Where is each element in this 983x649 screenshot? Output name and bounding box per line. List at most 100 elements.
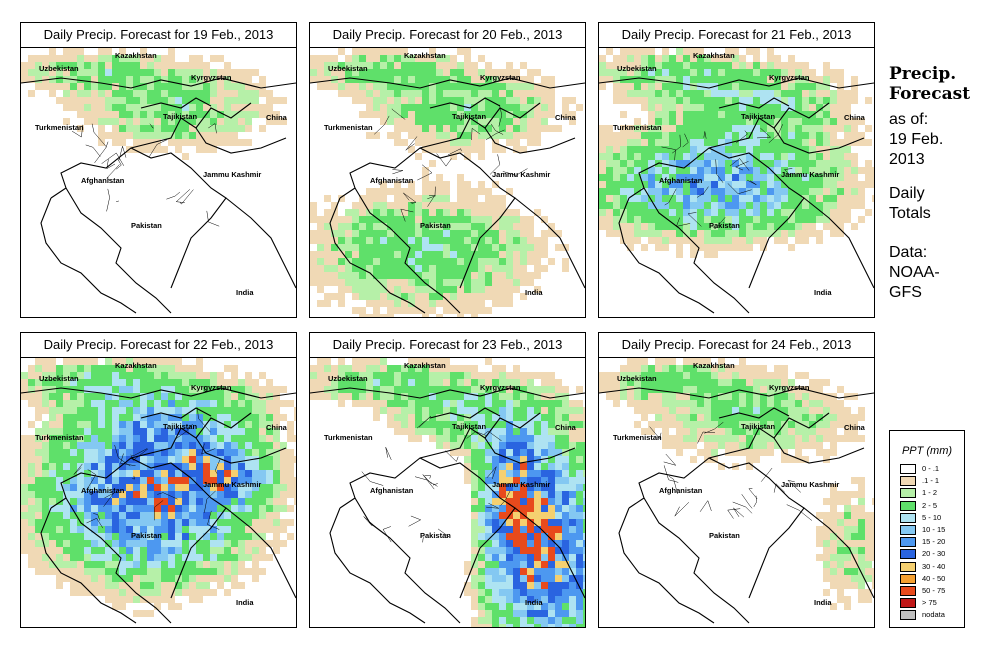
precip-cell <box>562 561 569 568</box>
precip-cell <box>126 491 133 498</box>
precip-cell <box>599 386 606 393</box>
precip-cell <box>168 568 175 575</box>
province-border <box>417 164 433 181</box>
precip-cell <box>781 153 788 160</box>
precip-cell <box>84 449 91 456</box>
precip-cell <box>830 111 837 118</box>
precip-cell <box>641 358 648 365</box>
precip-cell <box>830 435 837 442</box>
precip-cell <box>84 568 91 575</box>
precip-cell <box>718 97 725 104</box>
precip-cell <box>429 379 436 386</box>
precip-cell <box>119 589 126 596</box>
forecast-panel-2: Daily Precip. Forecast for 20 Feb., 2013… <box>309 22 586 318</box>
precip-cell <box>91 491 98 498</box>
precip-cell <box>485 372 492 379</box>
precip-cell <box>352 223 359 230</box>
precip-cell <box>168 132 175 139</box>
precip-cell <box>499 547 506 554</box>
precip-cell <box>210 132 217 139</box>
precip-cell <box>266 456 273 463</box>
precip-cell <box>105 519 112 526</box>
precip-cell <box>802 111 809 118</box>
precip-cell <box>280 477 287 484</box>
precip-cell <box>450 428 457 435</box>
country-label: Tajikistan <box>452 422 487 431</box>
precip-cell <box>506 286 513 293</box>
precip-cell <box>471 90 478 97</box>
precip-cell <box>471 293 478 300</box>
precip-cell <box>98 526 105 533</box>
precip-cell <box>802 69 809 76</box>
precip-cell <box>84 118 91 125</box>
precip-cell <box>331 279 338 286</box>
precip-cell <box>725 365 732 372</box>
precip-cell <box>231 561 238 568</box>
precip-cell <box>669 83 676 90</box>
precip-cell <box>387 421 394 428</box>
precip-cell <box>676 48 683 55</box>
precip-cell <box>753 118 760 125</box>
precip-cell <box>373 83 380 90</box>
precip-cell <box>63 414 70 421</box>
precip-cell <box>471 456 478 463</box>
precip-cell <box>189 526 196 533</box>
precip-cell <box>189 55 196 62</box>
precip-cell <box>478 393 485 400</box>
precip-cell <box>809 69 816 76</box>
precip-cell <box>70 400 77 407</box>
precip-cell <box>387 244 394 251</box>
precip-cell <box>548 547 555 554</box>
precip-cell <box>676 372 683 379</box>
precip-cell <box>471 400 478 407</box>
precip-cell <box>760 188 767 195</box>
precip-cell <box>252 477 259 484</box>
precip-cell <box>324 216 331 223</box>
precip-cell <box>599 76 606 83</box>
precip-cell <box>366 83 373 90</box>
precip-cell <box>576 414 583 421</box>
precip-cell <box>56 519 63 526</box>
precip-cell <box>753 146 760 153</box>
precip-cell <box>809 181 816 188</box>
precip-cell <box>478 90 485 97</box>
precip-cell <box>506 428 513 435</box>
precip-cell <box>464 111 471 118</box>
precip-cell <box>562 244 569 251</box>
precip-cell <box>641 216 648 223</box>
province-border <box>382 526 392 543</box>
precip-cell <box>175 561 182 568</box>
precip-cell <box>42 407 49 414</box>
precip-cell <box>471 76 478 83</box>
precip-cell <box>485 533 492 540</box>
precip-cell <box>746 160 753 167</box>
precip-cell <box>56 484 63 491</box>
precip-cell <box>816 118 823 125</box>
precip-cell <box>422 314 429 317</box>
country-label: Kyrgyzstan <box>480 73 521 82</box>
precip-cell <box>732 202 739 209</box>
precip-cell <box>711 104 718 111</box>
precip-cell <box>429 202 436 209</box>
precip-cell <box>259 393 266 400</box>
precip-cell <box>548 617 555 624</box>
precip-cell <box>576 386 583 393</box>
precip-cell <box>478 188 485 195</box>
precip-cell <box>648 62 655 69</box>
precip-cell <box>105 561 112 568</box>
precip-cell <box>168 533 175 540</box>
precip-cell <box>576 582 583 589</box>
precip-cell <box>527 505 534 512</box>
precip-cell <box>648 83 655 90</box>
precip-cell <box>133 582 140 589</box>
precip-cell <box>648 55 655 62</box>
precip-cell <box>238 111 245 118</box>
precip-cell <box>583 477 585 484</box>
precip-cell <box>520 407 527 414</box>
precip-cell <box>189 505 196 512</box>
precip-cell <box>788 132 795 139</box>
precip-cell <box>513 498 520 505</box>
precip-cell <box>499 223 506 230</box>
precip-cell <box>331 379 338 386</box>
precip-cell <box>168 470 175 477</box>
